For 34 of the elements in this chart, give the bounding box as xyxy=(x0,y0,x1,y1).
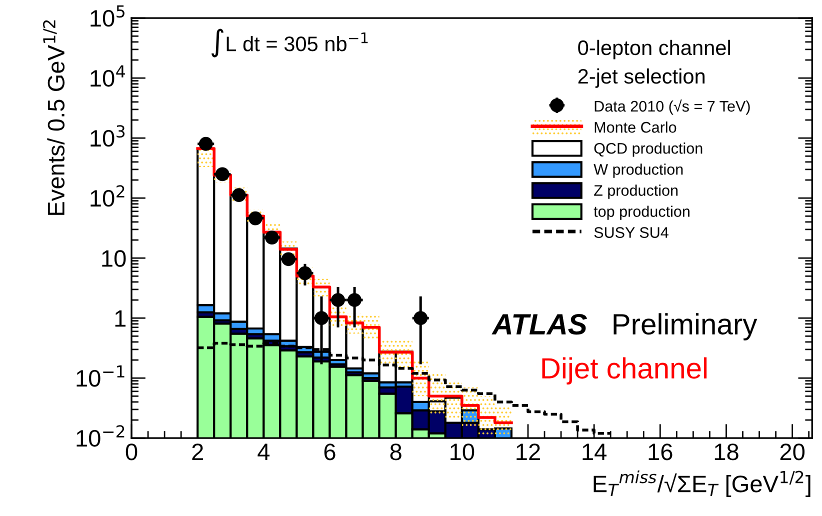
x-tick-label: 6 xyxy=(324,444,336,460)
x-tick-label: 18 xyxy=(714,444,738,460)
y-tick-label: 10$^{−2}$ xyxy=(76,425,124,447)
x-tick-label: 20 xyxy=(780,444,805,460)
y-tick-label: 10 xyxy=(102,250,126,267)
legend-label: Data 2010 (√s = 7 TeV) xyxy=(594,99,750,115)
x-tick-label: 4 xyxy=(258,444,270,460)
x-tick-label: 0 xyxy=(126,444,138,460)
x-tick-label: 8 xyxy=(390,444,402,460)
legend-label: QCD production xyxy=(594,142,702,157)
annotation: Dijet channel xyxy=(542,357,707,384)
legend-label: W production xyxy=(594,164,683,178)
y-tick-label: 10$^{2}$ xyxy=(90,185,124,207)
x-tick-label: 2 xyxy=(192,444,203,460)
y-tick-label: 1 xyxy=(115,310,126,327)
y-tick-label: 10$^{5}$ xyxy=(90,5,124,27)
legend-label: Monte Carlo xyxy=(594,122,676,133)
y-axis-title: Events/ 0.5 GeV$^{1/2}$ xyxy=(43,20,65,215)
y-tick-label: 10$^{−1}$ xyxy=(76,365,124,387)
annotation: ∫L dt = 305 nb$^{−1}$ xyxy=(211,28,368,58)
legend-label: Z production xyxy=(594,184,678,199)
annotation: ATLAS xyxy=(492,314,588,335)
y-tick-label: 10$^{3}$ xyxy=(90,125,125,147)
x-axis-title: E$_{T}$$^{miss}$/√ΣE$_{T}$ [GeV$^{1/2}$] xyxy=(594,470,810,498)
legend-label: SUSY SU4 xyxy=(594,227,668,238)
annotation: Preliminary xyxy=(614,313,758,340)
y-tick-label: 10$^{4}$ xyxy=(90,65,125,87)
x-tick-label: 14 xyxy=(582,444,607,460)
x-tick-label: 16 xyxy=(648,444,672,460)
legend-label: top production xyxy=(594,206,690,220)
x-tick-label: 12 xyxy=(516,444,540,460)
annotation: 2-jet selection xyxy=(578,68,705,88)
annotation: 0-lepton channel xyxy=(578,40,730,60)
x-tick-label: 10 xyxy=(450,444,474,460)
